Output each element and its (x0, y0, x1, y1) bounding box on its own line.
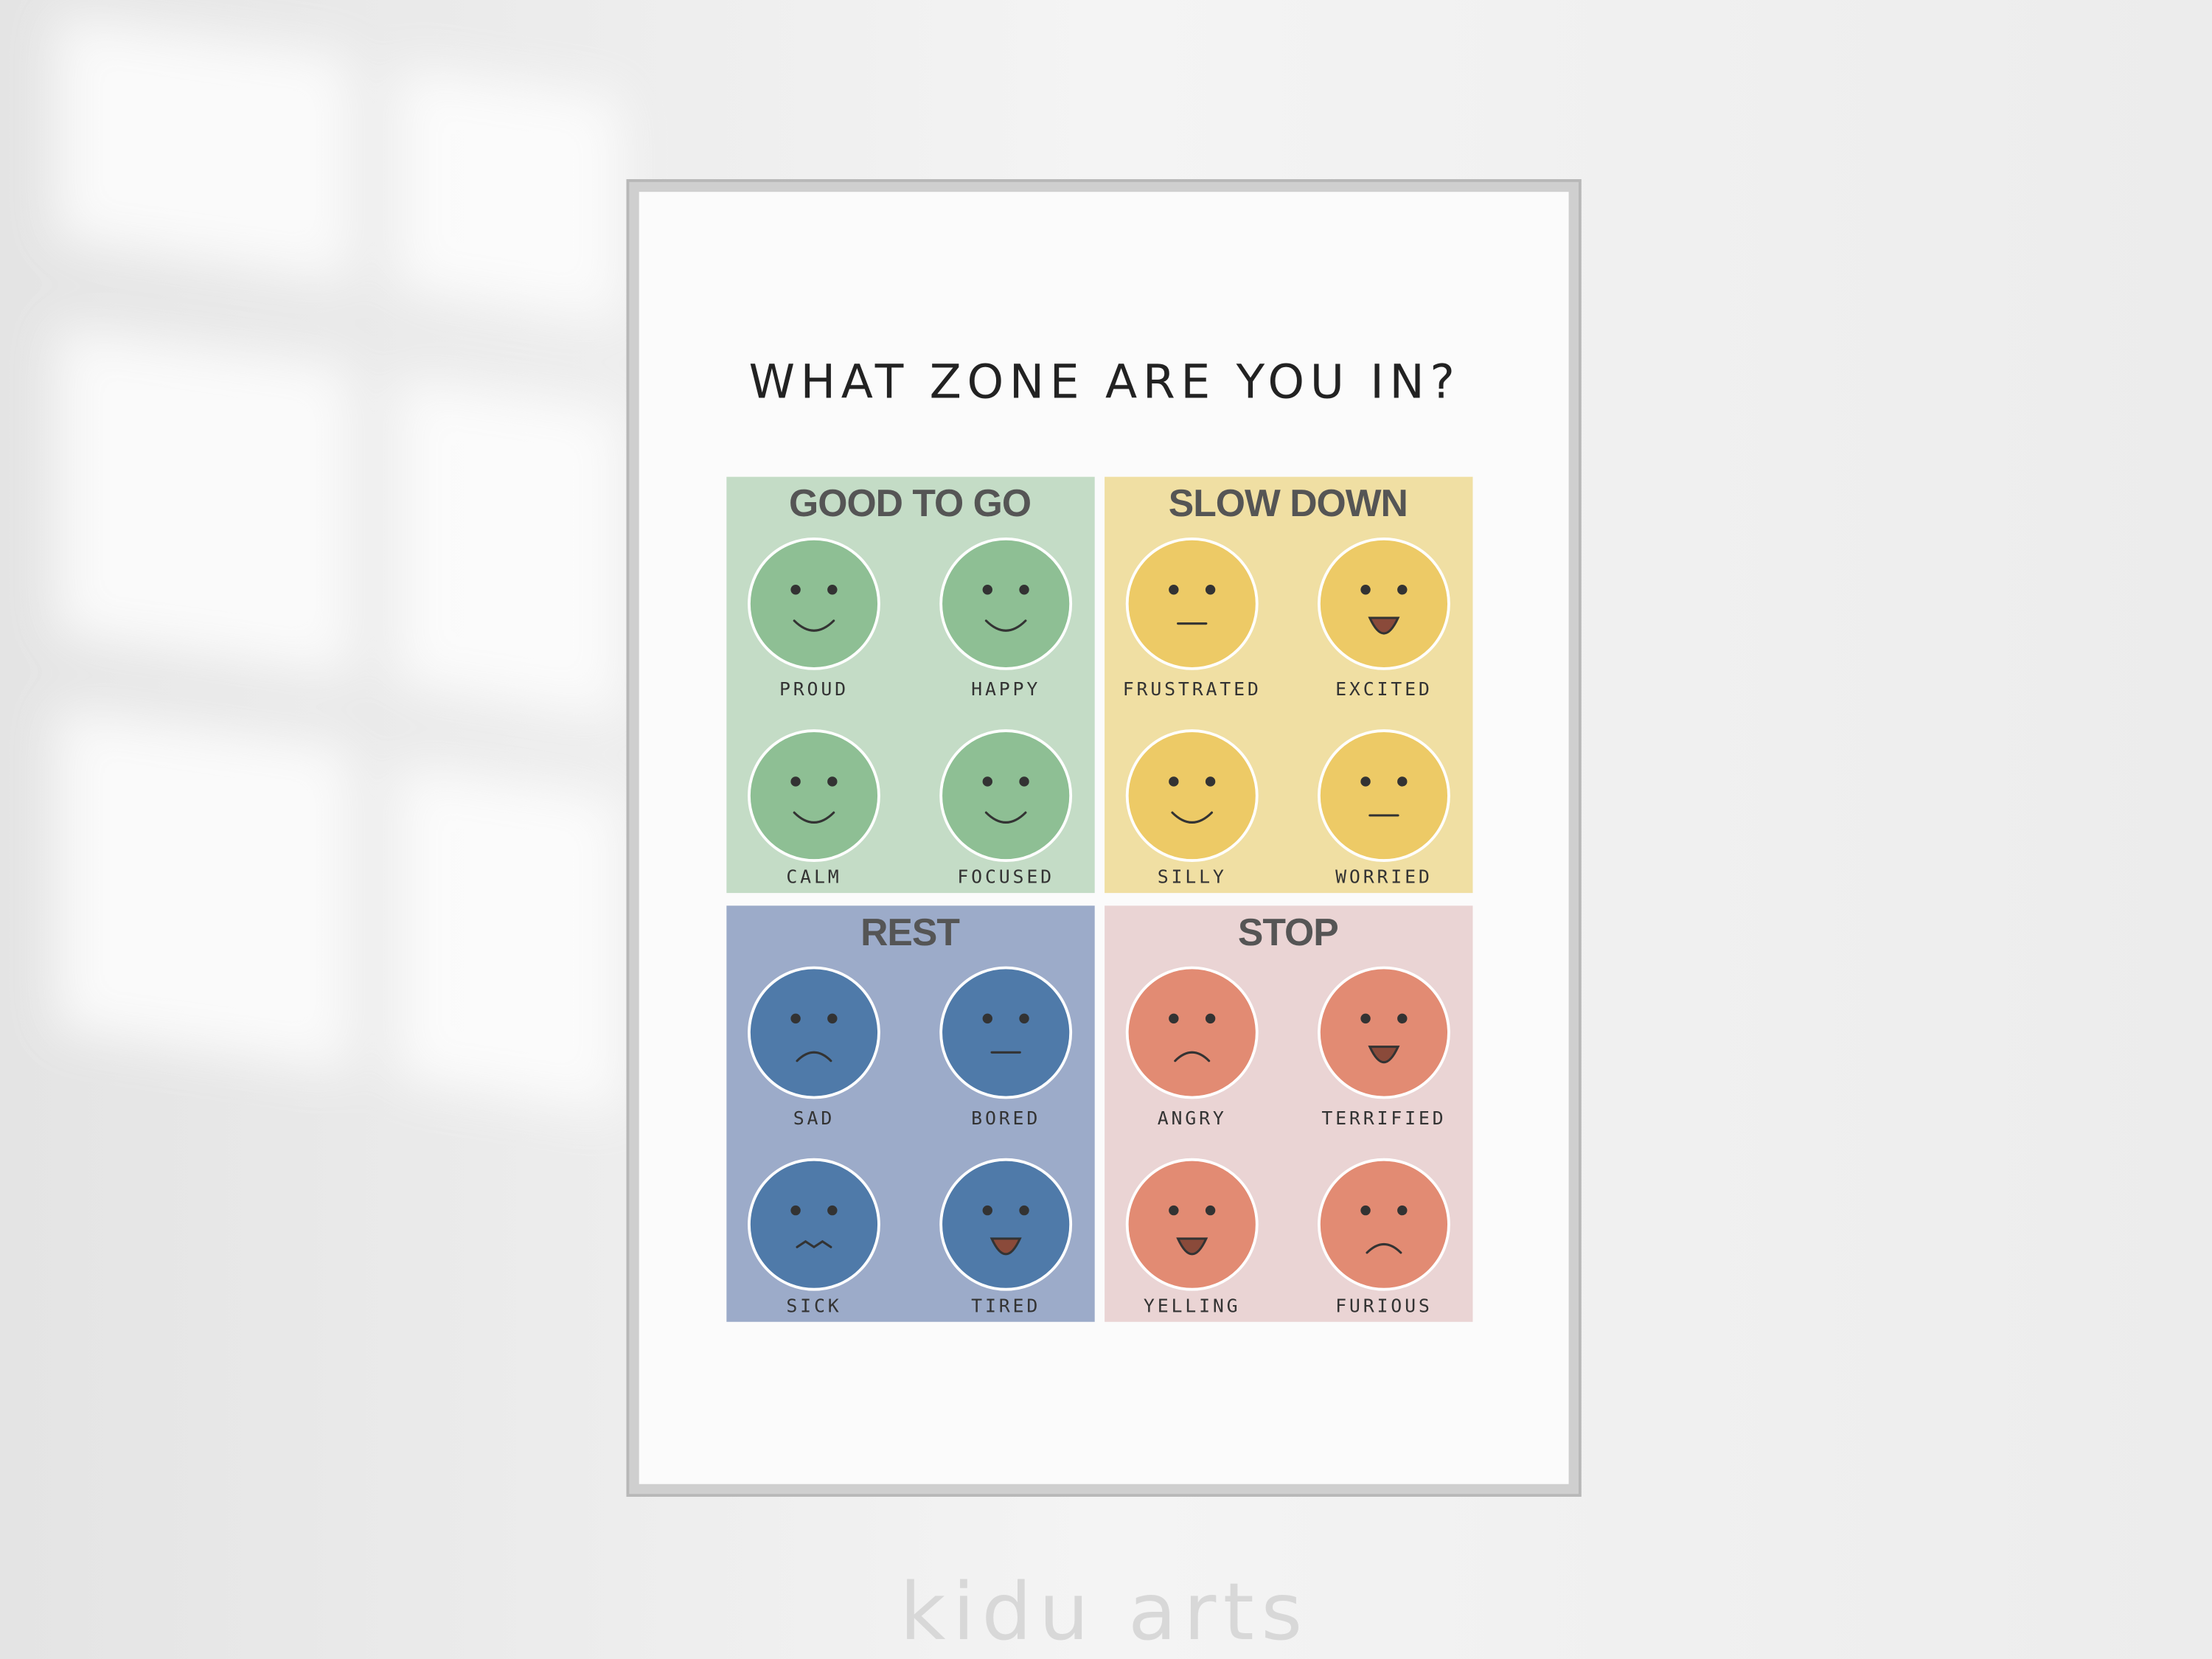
eye (982, 1205, 992, 1216)
emotion-label: ANGRY (1158, 1107, 1227, 1129)
face (1125, 1158, 1259, 1291)
face (1125, 537, 1259, 670)
face (1317, 966, 1450, 1099)
mouth (793, 811, 835, 824)
face (939, 966, 1073, 1099)
eye (1205, 585, 1216, 595)
emotion-label: YELLING (1144, 1295, 1241, 1316)
face (939, 729, 1073, 863)
face (1125, 966, 1259, 1099)
zone-title: SLOW DOWN (1169, 481, 1408, 524)
face (1317, 729, 1450, 863)
emotion-label: HAPPY (971, 678, 1040, 700)
face (748, 966, 880, 1099)
mouth (1368, 1046, 1400, 1063)
emotion-label: EXCITED (1335, 678, 1433, 700)
emotion-label: FRUSTRATED (1123, 678, 1262, 700)
mouth (1366, 1242, 1402, 1254)
eye (1019, 585, 1029, 595)
window-light (56, 14, 621, 1115)
mouth (984, 811, 1027, 824)
face (939, 1158, 1073, 1291)
face (748, 537, 880, 670)
brand: kidu arts (900, 1567, 1309, 1658)
mouth (1171, 811, 1214, 824)
mouth (1174, 1051, 1211, 1062)
eye (982, 1013, 992, 1024)
eye (1019, 776, 1029, 787)
eye (982, 585, 992, 595)
eye (1169, 776, 1179, 787)
emotion-label: PROUD (779, 678, 849, 700)
eye (1169, 1205, 1179, 1216)
eye (790, 585, 801, 595)
eye (1397, 1013, 1408, 1024)
emotion-label: FOCUSED (957, 866, 1054, 888)
mouth (796, 1239, 832, 1249)
eye (1169, 585, 1179, 595)
eye (1019, 1205, 1029, 1216)
eye (790, 776, 801, 787)
eye (827, 1013, 838, 1024)
eye (1019, 1013, 1029, 1024)
eye (1397, 585, 1408, 595)
eye (1360, 776, 1371, 787)
face (748, 1158, 880, 1291)
zone-title: STOP (1238, 911, 1338, 953)
emotion-label: SICK (786, 1295, 841, 1316)
eye (1205, 1205, 1216, 1216)
eye (827, 776, 838, 787)
eye (1205, 776, 1216, 787)
emotion-label: WORRIED (1335, 866, 1433, 888)
eye (790, 1013, 801, 1024)
mouth (1176, 1237, 1208, 1256)
face (748, 729, 880, 863)
eye (982, 776, 992, 787)
eye (1360, 585, 1371, 595)
zone-title: REST (860, 911, 959, 953)
eye (1360, 1205, 1371, 1216)
zones: GOOD TO GO PROUD HAPPY CALM FOCUSED SLOW DOWN… (726, 476, 1473, 1322)
mouth (796, 1051, 832, 1062)
eye (827, 1205, 838, 1216)
face (1125, 729, 1259, 863)
emotion-label: BORED (971, 1107, 1040, 1129)
emotion-label: SILLY (1158, 866, 1227, 888)
mouth (984, 619, 1027, 632)
mouth (1368, 616, 1400, 635)
emotion-label: TERRIFIED (1321, 1107, 1446, 1129)
mouth (990, 1237, 1022, 1256)
face (1317, 537, 1450, 670)
eye (1169, 1013, 1179, 1024)
zone-title: GOOD TO GO (789, 481, 1031, 524)
face (1317, 1158, 1450, 1291)
eye (1205, 1013, 1216, 1024)
mouth (793, 619, 835, 632)
eye (827, 585, 838, 595)
poster-title: WHAT ZONE ARE YOU IN? (749, 355, 1461, 409)
emotion-label: SAD (793, 1107, 835, 1129)
face (939, 537, 1073, 670)
eye (1397, 1205, 1408, 1216)
emotion-label: CALM (786, 866, 841, 888)
eye (1397, 776, 1408, 787)
emotion-label: FURIOUS (1335, 1295, 1433, 1316)
eye (790, 1205, 801, 1216)
emotion-label: TIRED (971, 1295, 1040, 1316)
eye (1360, 1013, 1371, 1024)
